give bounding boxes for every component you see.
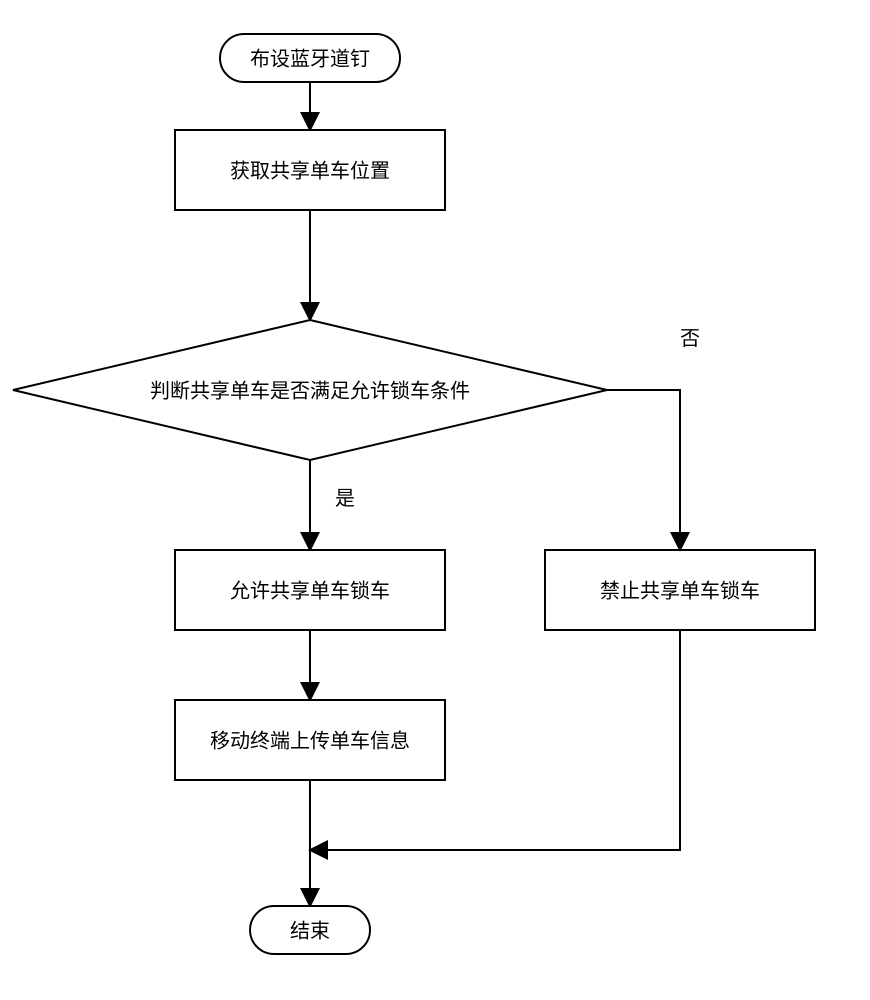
node-end-label: 结束 <box>290 919 330 942</box>
node-start: 布设蓝牙道钉 <box>220 34 400 82</box>
node-end: 结束 <box>250 906 370 954</box>
node-start-label: 布设蓝牙道钉 <box>250 47 370 70</box>
edge-label-yes: 是 <box>335 488 355 510</box>
node-upload-label: 移动终端上传单车信息 <box>210 729 410 752</box>
node-decision-label: 判断共享单车是否满足允许锁车条件 <box>150 379 470 402</box>
node-forbid-lock-label: 禁止共享单车锁车 <box>600 579 760 602</box>
node-allow-lock: 允许共享单车锁车 <box>175 550 445 630</box>
node-allow-lock-label: 允许共享单车锁车 <box>230 579 390 602</box>
node-forbid-lock: 禁止共享单车锁车 <box>545 550 815 630</box>
edge-label-no: 否 <box>680 328 700 350</box>
node-get-location-label: 获取共享单车位置 <box>230 159 390 182</box>
node-get-location: 获取共享单车位置 <box>175 130 445 210</box>
node-upload: 移动终端上传单车信息 <box>175 700 445 780</box>
node-decision: 判断共享单车是否满足允许锁车条件 <box>13 320 607 460</box>
edge-decision-forbid <box>607 390 680 550</box>
